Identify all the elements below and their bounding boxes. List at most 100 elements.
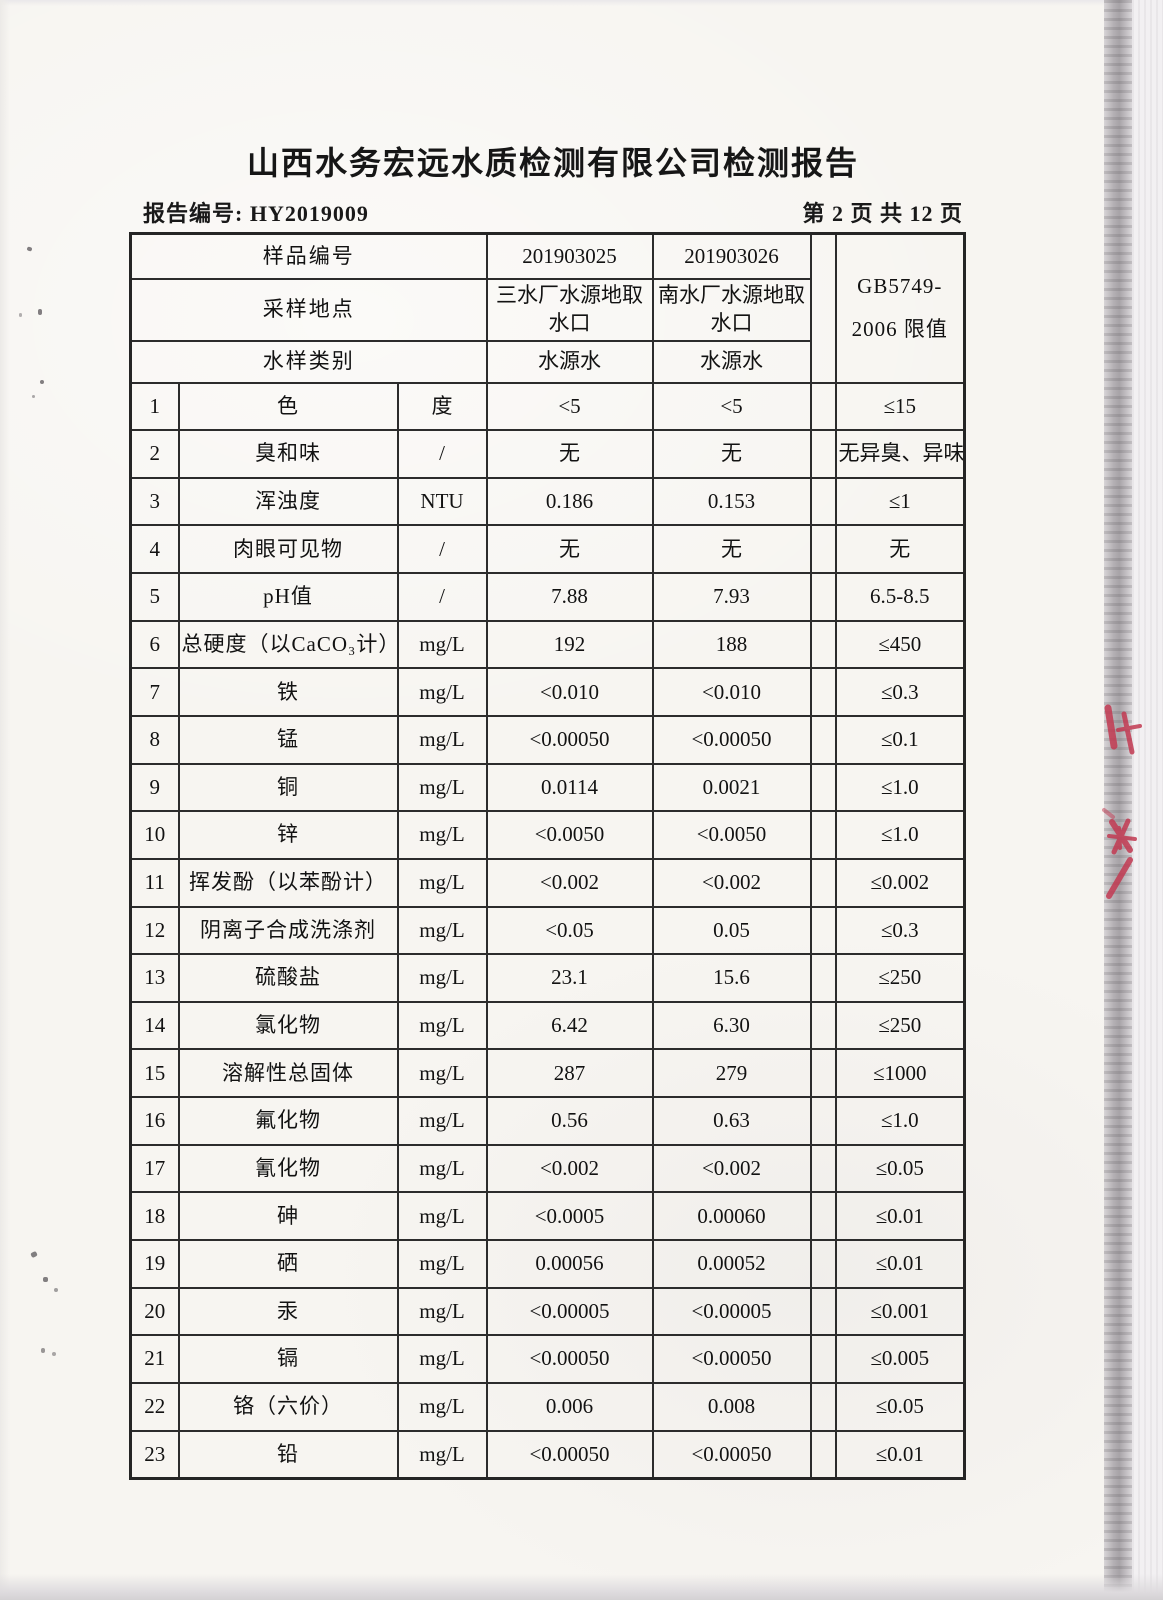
sample2-value: 15.6 (651, 953, 812, 1003)
parameter-name: pH值 (177, 572, 399, 622)
scan-speckle (52, 1352, 56, 1356)
table-gap-cell (809, 1286, 837, 1337)
results-table-header: 样品编号 201903025 201903026 GB5749- 2006 限值… (129, 232, 966, 384)
limit-value: ≤0.3 (834, 905, 966, 956)
sample2-value: 无 (651, 524, 812, 575)
row-index: 15 (129, 1048, 180, 1099)
limit-value: ≤250 (834, 1000, 966, 1051)
row-index: 9 (129, 762, 180, 813)
results-table: 样品编号 201903025 201903026 GB5749- 2006 限值… (129, 232, 967, 1480)
limit-value: ≤1.0 (834, 762, 966, 813)
row-index: 16 (129, 1096, 180, 1146)
scan-speckle (43, 1277, 48, 1282)
parameter-name: 汞 (177, 1286, 399, 1337)
scan-speckle (26, 246, 33, 252)
page-indicator: 第 2 页 共 12 页 (802, 201, 963, 226)
table-gap-cell (809, 1048, 837, 1099)
parameter-unit: mg/L (396, 1048, 488, 1099)
table-row: 7 铁 mg/L <0.010 <0.010 ≤0.3 (129, 667, 966, 717)
table-gap-cell (809, 572, 837, 622)
table-row: 20 汞 mg/L <0.00005 <0.00005 ≤0.001 (129, 1286, 966, 1337)
sample1-value: <0.00050 (485, 714, 654, 765)
parameter-unit: 度 (396, 381, 488, 432)
sample1-value: 0.006 (485, 1381, 654, 1432)
parameter-name: 铅 (177, 1429, 399, 1480)
limit-value: ≤1000 (834, 1048, 966, 1099)
parameter-name: 阴离子合成洗涤剂 (177, 905, 399, 956)
scan-speckle (54, 1288, 58, 1292)
limit-value: 6.5-8.5 (834, 572, 966, 622)
parameter-unit: mg/L (396, 1096, 488, 1146)
limit-value: ≤0.005 (834, 1334, 966, 1384)
table-row: 12 阴离子合成洗涤剂 mg/L <0.05 0.05 ≤0.3 (129, 905, 966, 956)
row-index: 13 (129, 953, 180, 1003)
parameter-name: 铜 (177, 762, 399, 813)
table-gap-cell (809, 905, 837, 956)
sample2-value: <0.00005 (651, 1286, 812, 1337)
table-row: 11 挥发酚（以苯酚计） mg/L <0.002 <0.002 ≤0.002 (129, 857, 966, 908)
sample2-value: <5 (651, 381, 812, 432)
limit-value: ≤0.1 (834, 714, 966, 765)
table-gap-cell (809, 1429, 837, 1480)
parameter-name: 臭和味 (177, 429, 399, 479)
sample2-value: 无 (651, 429, 812, 479)
sample2-value: <0.002 (651, 857, 812, 908)
sample2-value: 0.63 (651, 1096, 812, 1146)
sample2-value: <0.00050 (651, 1334, 812, 1384)
scanner-background-strip (1132, 0, 1163, 1600)
sample2-value: 188 (651, 619, 812, 670)
row-index: 17 (129, 1143, 180, 1194)
table-gap-cell (809, 1096, 837, 1146)
report-number-value: HY2019009 (249, 201, 369, 226)
sample1-value: 无 (485, 524, 654, 575)
row-index: 7 (129, 667, 180, 717)
parameter-name: 氯化物 (177, 1000, 399, 1051)
parameter-unit: mg/L (396, 667, 488, 717)
sample1-value: 287 (485, 1048, 654, 1099)
table-gap-cell (809, 1143, 837, 1194)
sample1-value: 7.88 (485, 572, 654, 622)
table-row: 18 砷 mg/L <0.0005 0.00060 ≤0.01 (129, 1191, 966, 1242)
parameter-unit: mg/L (396, 1239, 488, 1289)
table-row: 22 铬（六价） mg/L 0.006 0.008 ≤0.05 (129, 1381, 966, 1432)
parameter-name: 氰化物 (177, 1143, 399, 1194)
scan-left-edge-shadow (0, 0, 10, 1600)
table-gap-cell (809, 381, 837, 432)
table-row: 10 锌 mg/L <0.0050 <0.0050 ≤1.0 (129, 810, 966, 860)
row-index: 12 (129, 905, 180, 956)
parameter-name: 铬（六价） (177, 1381, 399, 1432)
sample2-id: 201903026 (651, 232, 812, 280)
scan-top-edge-shadow (0, 0, 1163, 6)
table-row: 8 锰 mg/L <0.00050 <0.00050 ≤0.1 (129, 714, 966, 765)
sample1-id: 201903025 (485, 232, 654, 280)
limit-value: ≤0.05 (834, 1143, 966, 1194)
row-index: 3 (129, 476, 180, 527)
limit-value: 无异臭、异味 (834, 429, 966, 479)
report-title: 山西水务宏远水质检测有限公司检测报告 (246, 145, 859, 181)
parameter-unit: mg/L (396, 619, 488, 670)
results-body: 1 色 度 <5 <5 ≤15 2 臭和味 / 无 无 无异臭、异味 3 浑浊度… (129, 381, 966, 1480)
table-gap-cell (809, 1334, 837, 1384)
parameter-name: 色 (177, 381, 399, 432)
header-row-sampling-site: 采样地点 三水厂水源地取水口 南水厂水源地取水口 (129, 277, 965, 342)
table-row: 13 硫酸盐 mg/L 23.1 15.6 ≤250 (129, 953, 966, 1003)
row-index: 10 (129, 810, 180, 860)
scan-speckle (19, 313, 22, 317)
table-gap-cell (809, 1000, 837, 1051)
parameter-name: 总硬度（以CaCO₃计） (177, 619, 399, 670)
table-gap-column (809, 232, 837, 384)
table-row: 4 肉眼可见物 / 无 无 无 (129, 524, 966, 575)
limit-value: ≤0.01 (834, 1239, 966, 1289)
limit-value: ≤1.0 (834, 810, 966, 860)
table-row: 14 氯化物 mg/L 6.42 6.30 ≤250 (129, 1000, 966, 1051)
table-row: 23 铅 mg/L <0.00050 <0.00050 ≤0.01 (129, 1429, 966, 1480)
sample1-value: 0.186 (485, 476, 654, 527)
table-gap-cell (809, 857, 837, 908)
sample1-value: <0.002 (485, 1143, 654, 1194)
report-meta-row: 报告编号: HY2019009 第 2 页 共 12 页 (143, 196, 963, 228)
table-row: 6 总硬度（以CaCO₃计） mg/L 192 188 ≤450 (129, 619, 966, 670)
limit-value: ≤0.001 (834, 1286, 966, 1337)
parameter-unit: mg/L (396, 1000, 488, 1051)
table-gap-cell (809, 1239, 837, 1289)
table-row: 9 铜 mg/L 0.0114 0.0021 ≤1.0 (129, 762, 966, 813)
